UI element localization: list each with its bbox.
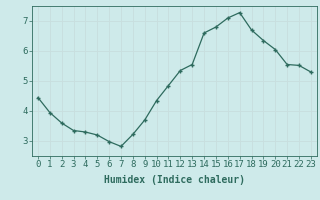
X-axis label: Humidex (Indice chaleur): Humidex (Indice chaleur) [104, 175, 245, 185]
